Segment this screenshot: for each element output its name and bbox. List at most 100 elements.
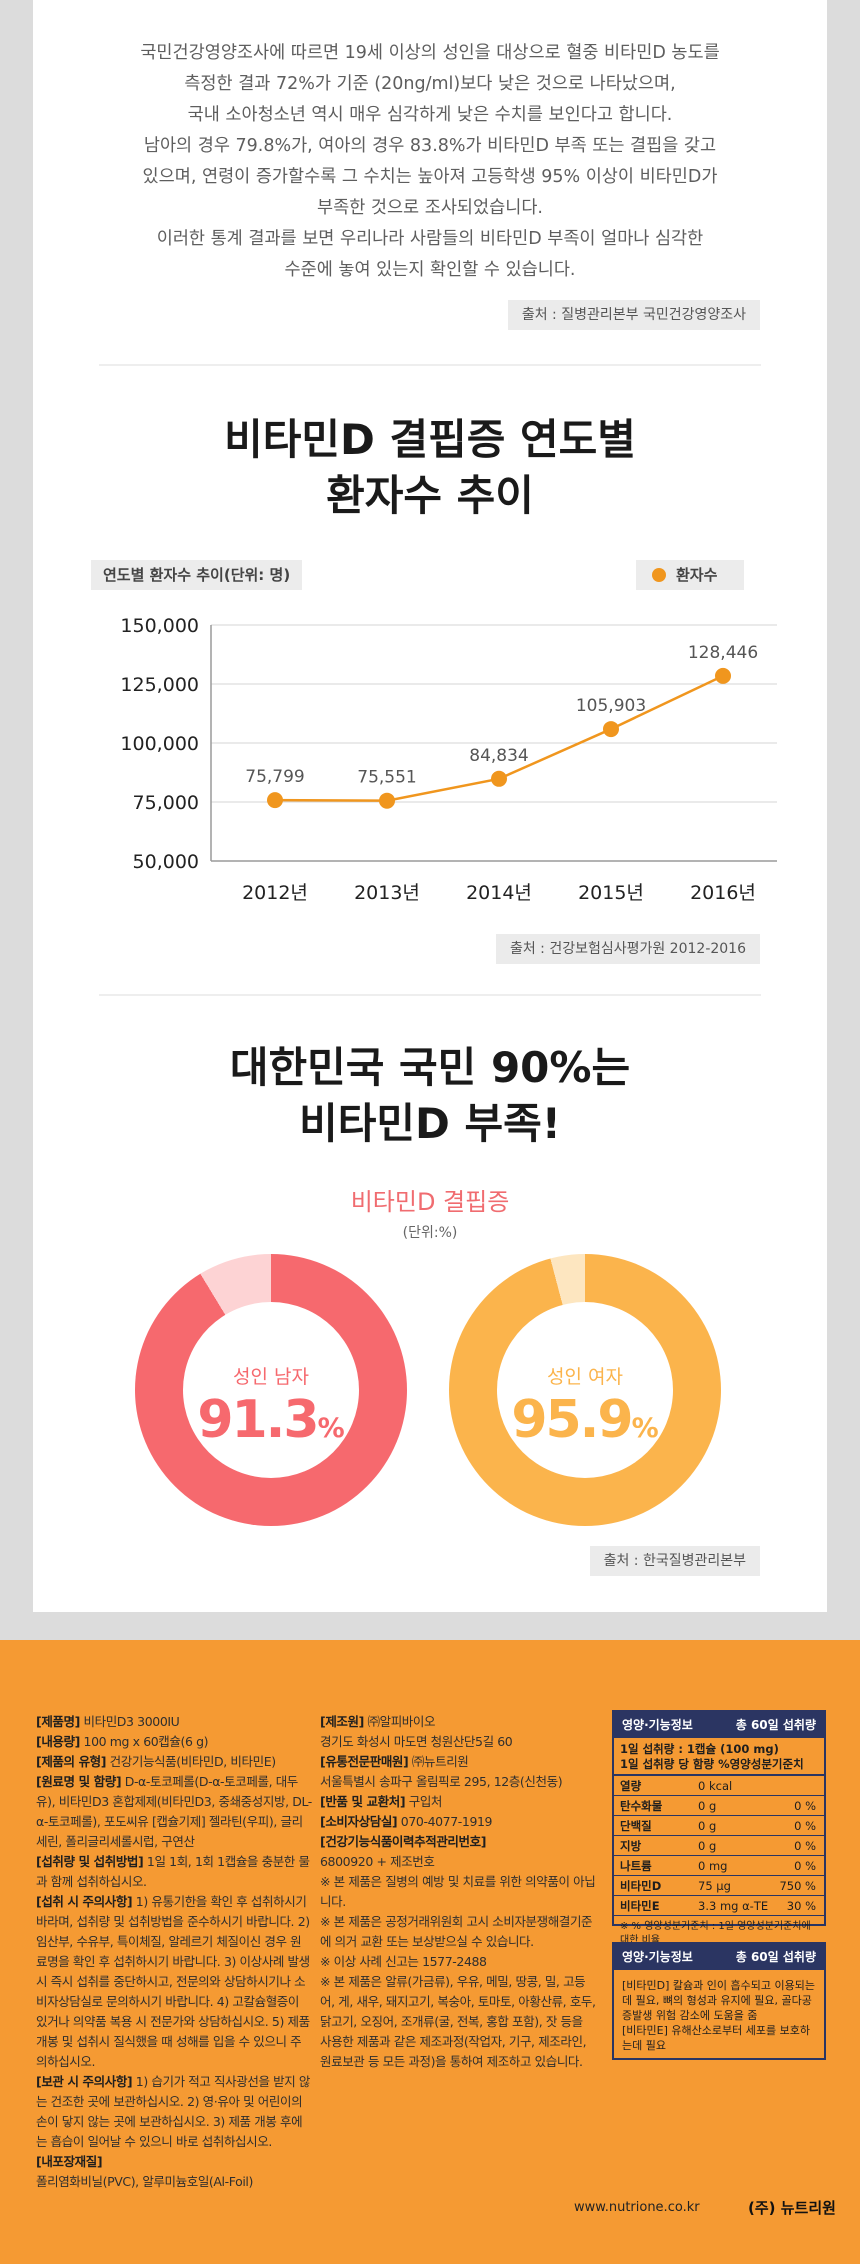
product-info-key: [내포장재질] xyxy=(36,2154,103,2169)
product-info-entry: 폴리염화비닐(PVC), 알루미늄호일(Al-Foil) xyxy=(36,2172,312,2192)
product-info-key: [원료명 및 함량] xyxy=(36,1774,122,1789)
donut-title-line2: 비타민D 부족! xyxy=(299,1099,561,1148)
donut-male-percent: % xyxy=(317,1413,345,1444)
donut-unit: (단위:%) xyxy=(402,1225,458,1241)
chart-tag: 연도별 환자수 추이(단위: 명) xyxy=(91,560,303,590)
content-card: 국민건강영양조사에 따르면 19세 이상의 성인을 대상으로 혈중 비타민D 농… xyxy=(33,0,827,1612)
product-info-value: 1) 습기가 적고 직사광선을 받지 않는 건조한 곳에 보관하십시오. 2) … xyxy=(36,2074,311,2149)
nutrition-row: 나트륨 0 mg 0 % xyxy=(614,1856,824,1876)
nutrition-row: 열량 0 kcal xyxy=(614,1776,824,1796)
nutrition-facts-box: 영양·기능정보 총 60일 섭취량 1일 섭취량 : 1캡슐 (100 mg) … xyxy=(612,1710,826,1946)
intro-line: 이러한 통계 결과를 보면 우리나라 사람들의 비타민D 부족이 얼마나 심각한 xyxy=(156,229,704,249)
donut-male-value: 91.3% xyxy=(183,1390,359,1450)
product-info-entry: [내포장재질] xyxy=(36,2152,312,2172)
nutrition-row: 비타민E 3.3 mg α-TE 30 % xyxy=(614,1896,824,1916)
product-info-entry: 6800920 + 제조번호 xyxy=(320,1852,596,1872)
product-info-value: 6800920 + 제조번호 xyxy=(320,1854,435,1869)
nutrient-percent: 0 % xyxy=(794,1859,816,1873)
product-info-value: 폴리염화비닐(PVC), 알루미늄호일(Al-Foil) xyxy=(36,2174,253,2189)
product-info-entry: ※ 이상 사례 신고는 1577-2488 xyxy=(320,1952,596,1972)
data-point xyxy=(491,770,507,787)
product-info-value: ㈜알피바이오 xyxy=(363,1714,436,1729)
website-link[interactable]: www.nutrione.co.kr xyxy=(574,2200,700,2215)
chart-section-title: 비타민D 결핍증 연도별 환자수 추이 xyxy=(33,412,827,524)
product-info-value: ※ 이상 사례 신고는 1577-2488 xyxy=(320,1954,487,1969)
product-info-column-1: [제품명] 비타민D3 3000IU [내용량] 100 mg x 60캡슐(6 … xyxy=(36,1712,312,2192)
intro-line: 측정한 결과 72%가 기준 (20ng/ml)보다 낮은 것으로 나타났으며, xyxy=(184,74,676,94)
donut-male-label: 성인 남자 xyxy=(233,1366,309,1388)
nutrition-serving: 1일 섭취량 : 1캡슐 (100 mg) xyxy=(620,1742,779,1756)
donut-male: 성인 남자 91.3% xyxy=(135,1254,407,1526)
line-chart: 50,000 75,000 100,000 125,000 150,000 75,799 2… xyxy=(120,615,777,904)
product-info-key: [제조원] xyxy=(320,1714,364,1729)
brand-name: (주) 뉴트리원 xyxy=(748,2199,836,2217)
function-vitamin-d: [비타민D] 칼슘과 인이 흡수되고 이용되는데 필요, 뼈의 형성과 유지에 … xyxy=(622,1979,815,2022)
intro-line: 수준에 놓여 있는지 확인할 수 있습니다. xyxy=(284,260,576,280)
top-area: 국민건강영양조사에 따르면 19세 이상의 성인을 대상으로 혈중 비타민D 농… xyxy=(0,0,860,1640)
y-tick-label: 150,000 xyxy=(120,615,199,637)
legend-dot-icon xyxy=(652,568,666,582)
nutrition-subheader: 1일 섭취량 : 1캡슐 (100 mg) 1일 섭취량 당 함량 %영양성분기… xyxy=(614,1738,824,1776)
product-info-key: [제품의 유형] xyxy=(36,1754,107,1769)
product-info-entry: [내용량] 100 mg x 60캡슐(6 g) xyxy=(36,1732,312,1752)
nutrient-amount: 0 g xyxy=(698,1799,717,1813)
nutrition-header-right: 총 60일 섭취량 xyxy=(735,1718,816,1732)
data-label: 84,834 xyxy=(469,746,528,766)
product-info-key: [건강기능식품이력추적관리번호] xyxy=(320,1834,487,1849)
product-info-value: ※ 본 제품은 알류(가금류), 우유, 메밀, 땅콩, 밀, 고등어, 게, … xyxy=(320,1974,596,2069)
product-info-entry: [반품 및 교환처] 구입처 xyxy=(320,1792,596,1812)
x-tick-label: 2016년 xyxy=(690,882,756,904)
product-info-key: [보관 시 주의사항] xyxy=(36,2074,133,2089)
product-info-key: [유통전문판매원] xyxy=(320,1754,409,1769)
donut-female-value: 95.9% xyxy=(497,1390,673,1450)
nutrient-name: 단백질 xyxy=(620,1819,652,1833)
nutrition-rows: 열량 0 kcal 탄수화물 0 g 0 % 단백질 0 g 0 % 지방 0 g 0 % 나트륨 0 … xyxy=(614,1776,824,1916)
intro-line: 부족한 것으로 조사되었습니다. xyxy=(317,198,543,218)
data-label: 105,903 xyxy=(576,696,646,716)
function-header-right: 총 60일 섭취량 xyxy=(735,1950,816,1964)
donut-section-title: 대한민국 국민 90%는 비타민D 부족! xyxy=(33,1040,827,1152)
nutrient-name: 탄수화물 xyxy=(620,1799,663,1813)
nutrient-amount: 75 μg xyxy=(698,1879,731,1893)
product-info-value: ※ 본 제품은 질병의 예방 및 치료를 위한 의약품이 아닙니다. xyxy=(320,1874,596,1909)
product-info-panel: [제품명] 비타민D3 3000IU [내용량] 100 mg x 60캡슐(6 … xyxy=(0,1640,860,2264)
nutrient-amount: 0 g xyxy=(698,1839,717,1853)
legend-label: 환자수 xyxy=(676,566,718,584)
chart-title-line1: 비타민D 결핍증 연도별 xyxy=(224,415,636,464)
product-info-key: [소비자상담실] xyxy=(320,1814,398,1829)
product-info-value: 070-4077-1919 xyxy=(397,1814,493,1829)
nutrition-header-left: 영양·기능정보 xyxy=(622,1718,693,1732)
x-tick-label: 2013년 xyxy=(354,882,420,904)
intro-line: 국민건강영양조사에 따르면 19세 이상의 성인을 대상으로 혈중 비타민D 농… xyxy=(140,43,720,63)
data-point xyxy=(715,667,731,684)
nutrient-name: 비타민D xyxy=(620,1879,662,1893)
chart-title-line2: 환자수 추이 xyxy=(326,471,534,520)
product-info-value: ※ 본 제품은 공정거래위원회 고시 소비자분쟁해결기준에 의거 교환 또는 보… xyxy=(320,1914,593,1949)
product-info-key: [섭취 시 주의사항] xyxy=(36,1894,133,1909)
y-tick-label: 75,000 xyxy=(133,792,199,814)
intro-source: 출처 : 질병관리본부 국민건강영양조사 xyxy=(507,300,760,330)
function-info-box: 영양·기능정보 총 60일 섭취량 [비타민D] 칼슘과 인이 흡수되고 이용되… xyxy=(612,1942,826,2060)
data-point xyxy=(267,792,283,809)
product-info-entry: [제품의 유형] 건강기능식품(비타민D, 비타민E) xyxy=(36,1752,312,1772)
donut-male-number: 91.3 xyxy=(197,1390,319,1450)
product-info-value: 비타민D3 3000IU xyxy=(79,1714,180,1729)
function-vitamin-e: [비타민E] 유해산소로부터 세포를 보호하는데 필요 xyxy=(622,2024,810,2052)
donut-source: 출처 : 한국질병관리본부 xyxy=(589,1546,760,1576)
nutrition-row: 단백질 0 g 0 % xyxy=(614,1816,824,1836)
product-info-entry: [유통전문판매원] ㈜뉴트리원 xyxy=(320,1752,596,1772)
product-info-entry: ※ 본 제품은 질병의 예방 및 치료를 위한 의약품이 아닙니다. xyxy=(320,1872,596,1912)
donut-title-line1: 대한민국 국민 90%는 xyxy=(229,1043,631,1092)
nutrient-percent: 0 % xyxy=(794,1819,816,1833)
product-info-value: D-α-토코페롤(D-α-토코페롤, 대두유), 비타민D3 혼합제제(비타민D… xyxy=(36,1774,312,1849)
product-info-value: 100 mg x 60캡슐(6 g) xyxy=(79,1734,209,1749)
product-info-entry: [원료명 및 함량] D-α-토코페롤(D-α-토코페롤, 대두유), 비타민D… xyxy=(36,1772,312,1852)
product-info-entry: [제품명] 비타민D3 3000IU xyxy=(36,1712,312,1732)
product-info-entry: [섭취 시 주의사항] 1) 유통기한을 확인 후 섭취하시기 바라며, 섭취량… xyxy=(36,1892,312,2072)
nutrient-name: 비타민E xyxy=(620,1899,660,1913)
product-info-key: [섭취량 및 섭취방법] xyxy=(36,1854,144,1869)
data-point xyxy=(603,721,619,738)
nutrition-row: 지방 0 g 0 % xyxy=(614,1836,824,1856)
product-info-entry: [소비자상담실] 070-4077-1919 xyxy=(320,1812,596,1832)
donut-female-number: 95.9 xyxy=(511,1390,633,1450)
